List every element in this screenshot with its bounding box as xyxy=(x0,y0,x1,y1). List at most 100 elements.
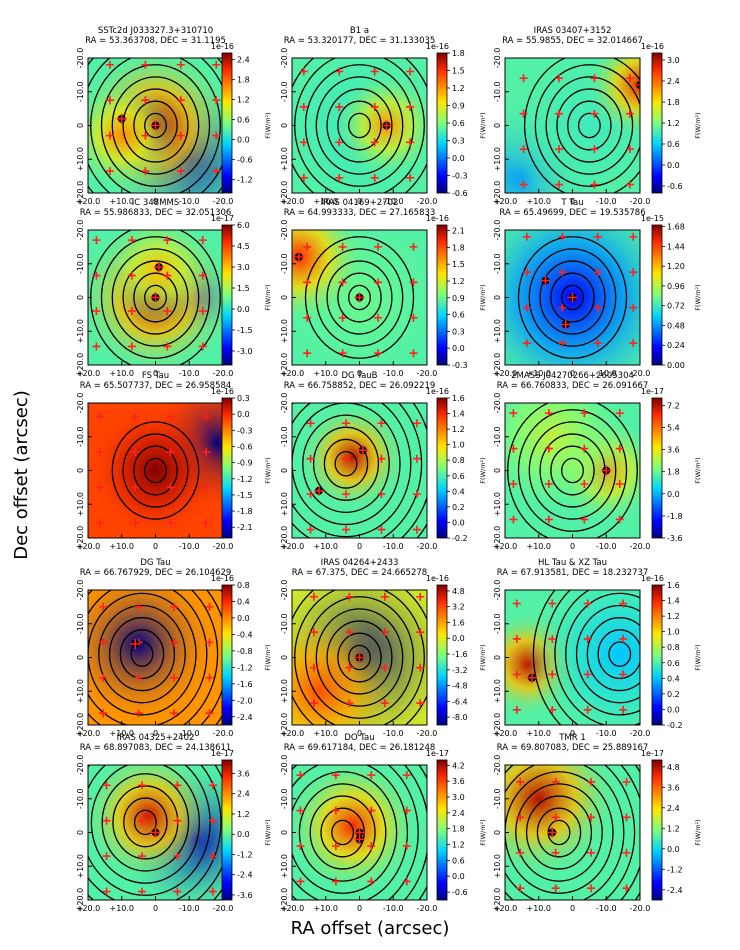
flux-peak xyxy=(298,403,407,511)
y-tick-label: +10.0 xyxy=(280,679,289,704)
y-tick-label: +20.0 xyxy=(76,888,85,913)
panel-coords: RA = 67.375, DEC = 24.665278 xyxy=(292,568,427,578)
colorbar-tick-label: 1.2 xyxy=(452,841,465,850)
x-tick-label: 0 xyxy=(153,197,158,206)
y-tick-label: 0 xyxy=(493,468,502,473)
colorbar-tick-label: -1.8 xyxy=(237,507,253,516)
x-tick-label: +10.0 xyxy=(313,904,338,913)
x-tick-label: 0 xyxy=(357,542,362,551)
sample-marker xyxy=(409,242,418,251)
sample-marker xyxy=(212,131,221,140)
sample-marker xyxy=(402,806,411,815)
sample-marker xyxy=(338,313,347,322)
contour-line xyxy=(88,765,211,896)
y-tick-label: -10.0 xyxy=(76,426,85,447)
source-marker xyxy=(314,485,324,496)
y-tick-label: -20.0 xyxy=(76,580,85,601)
source-marker xyxy=(527,672,537,683)
sample-marker xyxy=(296,806,305,815)
sample-marker xyxy=(516,813,525,822)
colorbar-tick-label: 1.0 xyxy=(667,628,680,637)
sample-marker xyxy=(131,483,140,492)
x-tick-label: +20.0 xyxy=(280,369,305,378)
sample-marker xyxy=(102,816,111,825)
x-tick-label: -10.0 xyxy=(179,197,200,206)
x-tick-label: -20.0 xyxy=(213,542,234,551)
source-marker xyxy=(116,113,127,124)
sample-marker xyxy=(303,278,312,287)
colorbar-unit: F(W/m²) xyxy=(479,112,487,138)
colorbar-tick-label: 1.8 xyxy=(452,243,465,252)
contour-line xyxy=(144,457,167,484)
colorbar-tick-label: 0.0 xyxy=(667,161,680,170)
sample-marker xyxy=(558,303,567,312)
colorbar-tick-label: 3.2 xyxy=(452,603,465,612)
y-tick-label: +10.0 xyxy=(493,854,502,879)
colorbar-tick-label: -1.5 xyxy=(237,491,253,500)
sample-marker xyxy=(131,518,140,527)
flux-dip xyxy=(88,590,220,725)
colorbar-tick-label: 1.2 xyxy=(452,84,465,93)
colorbar xyxy=(221,52,233,194)
contour-line xyxy=(292,765,419,900)
sample-marker xyxy=(170,638,179,647)
sample-marker xyxy=(127,271,136,280)
sample-marker xyxy=(512,705,521,714)
contour-line xyxy=(111,76,200,175)
colorbar-tick-label: -0.2 xyxy=(667,721,683,730)
sample-marker xyxy=(409,349,418,358)
x-tick-label: -20.0 xyxy=(417,904,438,913)
x-tick-label: -20.0 xyxy=(213,197,234,206)
colorbar-exponent: 1e-16 xyxy=(211,387,234,396)
sample-marker xyxy=(509,444,518,453)
sample-marker xyxy=(134,709,143,718)
sample-marker xyxy=(99,709,108,718)
x-tick-label: +20.0 xyxy=(493,729,518,738)
colorbar-tick-label: 1.2 xyxy=(237,96,250,105)
colorbar-tick-label: -2.1 xyxy=(237,523,253,532)
sample-marker xyxy=(166,518,175,527)
x-tick-label: +10.0 xyxy=(313,542,338,551)
colorbar-tick-label: 0.6 xyxy=(237,116,250,125)
contour-line xyxy=(337,272,382,323)
sample-marker xyxy=(212,96,221,105)
sample-marker xyxy=(516,884,525,893)
contour-line xyxy=(505,771,614,894)
colorbar-exponent: 1e-17 xyxy=(426,749,449,758)
sample-marker xyxy=(205,638,214,647)
contour-line xyxy=(534,64,640,187)
y-tick-label: -20.0 xyxy=(280,580,289,601)
sample-marker xyxy=(163,236,172,245)
colorbar-exponent: 1e-17 xyxy=(641,749,664,758)
contour-line xyxy=(565,592,640,716)
contour-line xyxy=(292,403,423,538)
colorbar-tick-label: -0.8 xyxy=(237,647,253,656)
x-tick-label: 0 xyxy=(357,904,362,913)
contour-line xyxy=(536,807,582,858)
contour-line xyxy=(528,248,617,347)
sample-marker xyxy=(102,887,111,896)
flux-map xyxy=(88,765,223,900)
y-tick-label: -10.0 xyxy=(76,81,85,102)
colorbar-unit: F(W/m²) xyxy=(694,112,702,138)
contour-line xyxy=(98,604,186,704)
contour-line xyxy=(144,284,167,311)
colorbar-unit: F(W/m²) xyxy=(479,819,487,845)
contour-line xyxy=(123,797,168,848)
flux-map xyxy=(88,230,223,365)
colorbar-tick-label: -1.8 xyxy=(667,512,683,521)
y-tick-label: +10.0 xyxy=(280,319,289,344)
colorbar xyxy=(221,224,233,366)
x-tick-label: -10.0 xyxy=(596,369,617,378)
sample-marker xyxy=(202,412,211,421)
y-tick-label: +10.0 xyxy=(280,147,289,172)
panel-1: B1 aRA = 53.320177, DEC = 31.133035 +20.0… xyxy=(280,26,487,206)
sample-marker xyxy=(342,454,350,463)
colorbar-tick-label: -4.8 xyxy=(452,682,468,691)
x-tick-label: +10.0 xyxy=(526,197,551,206)
y-tick-label: +10.0 xyxy=(280,492,289,517)
